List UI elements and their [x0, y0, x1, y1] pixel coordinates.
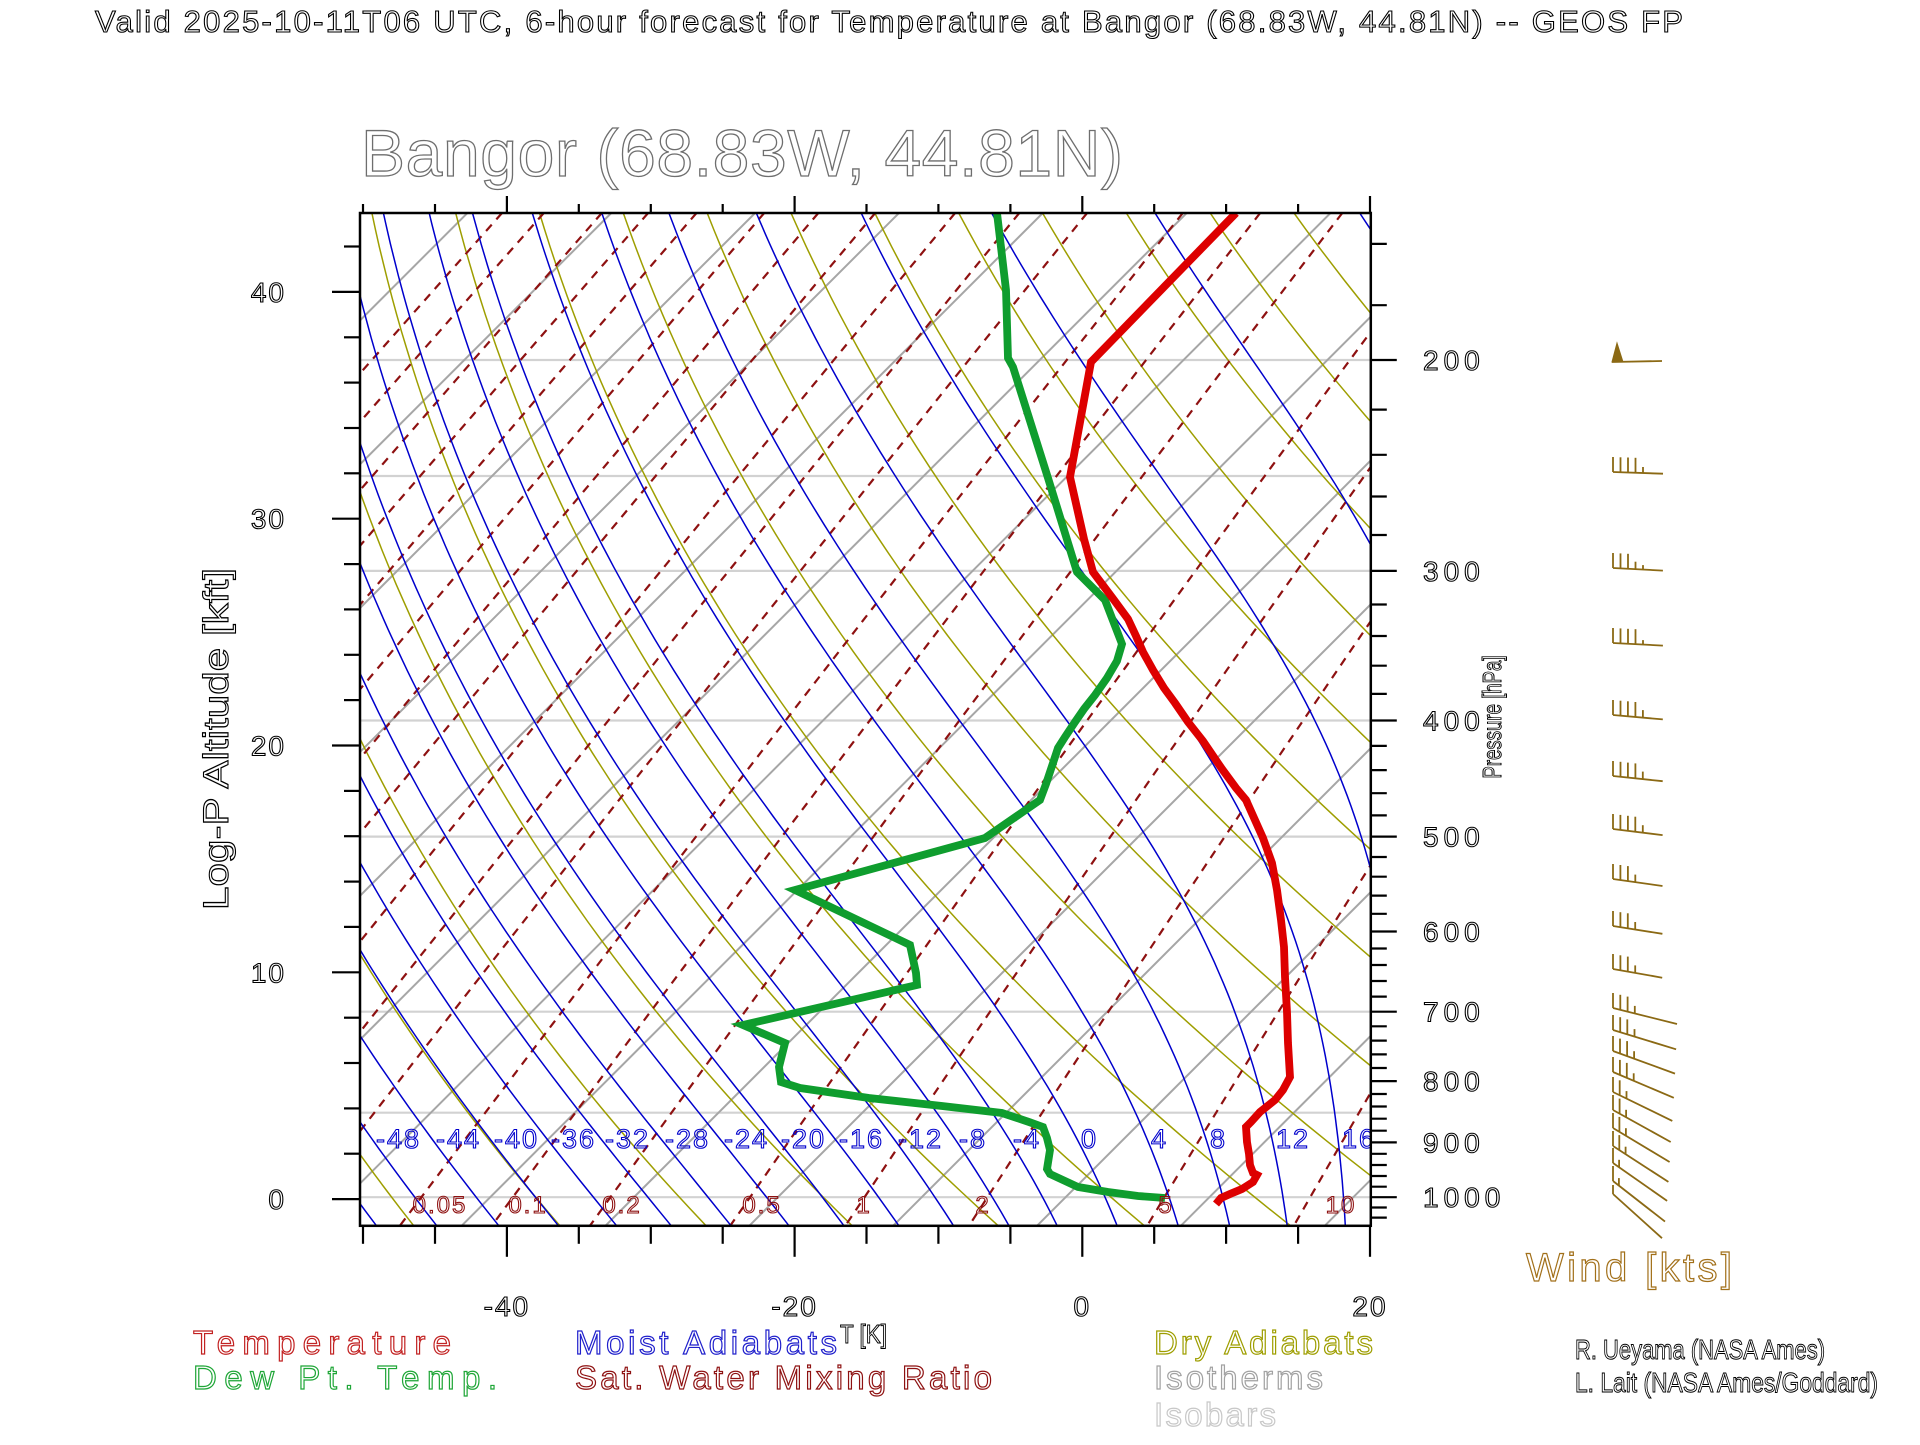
svg-text:Bangor (68.83W, 44.81N): Bangor (68.83W, 44.81N) [361, 116, 1123, 190]
svg-text:-36: -36 [551, 1124, 596, 1154]
svg-text:20: 20 [1352, 1291, 1387, 1322]
svg-text:0.05: 0.05 [413, 1192, 468, 1219]
svg-text:900: 900 [1423, 1127, 1485, 1158]
svg-text:-16: -16 [839, 1124, 884, 1154]
svg-text:Sat. Water Mixing Ratio: Sat. Water Mixing Ratio [575, 1359, 992, 1396]
svg-text:8: 8 [1210, 1124, 1227, 1154]
svg-text:-28: -28 [665, 1124, 710, 1154]
svg-text:4: 4 [1151, 1124, 1168, 1154]
svg-text:2: 2 [975, 1192, 990, 1219]
svg-text:Log-P Altitude [kft]: Log-P Altitude [kft] [197, 568, 236, 910]
svg-text:-4: -4 [1013, 1124, 1041, 1154]
svg-text:L. Lait (NASA Ames/Goddard): L. Lait (NASA Ames/Goddard) [1575, 1367, 1878, 1398]
svg-text:40: 40 [251, 277, 286, 308]
svg-text:16: 16 [1342, 1124, 1376, 1154]
svg-text:-20: -20 [781, 1124, 826, 1154]
svg-text:20: 20 [251, 731, 286, 762]
svg-text:0.2: 0.2 [602, 1192, 641, 1219]
svg-text:0.5: 0.5 [742, 1192, 781, 1219]
svg-text:-12: -12 [898, 1124, 943, 1154]
svg-text:12: 12 [1276, 1124, 1310, 1154]
svg-text:200: 200 [1423, 345, 1485, 376]
svg-text:10: 10 [251, 957, 286, 988]
svg-text:600: 600 [1423, 917, 1485, 948]
svg-text:-20: -20 [771, 1291, 817, 1322]
svg-text:0.1: 0.1 [508, 1192, 547, 1219]
svg-text:300: 300 [1423, 556, 1485, 587]
svg-text:-44: -44 [436, 1124, 481, 1154]
svg-text:T [K]: T [K] [840, 1319, 887, 1349]
svg-text:700: 700 [1423, 997, 1485, 1028]
svg-text:-40: -40 [494, 1124, 539, 1154]
svg-text:30: 30 [251, 504, 286, 535]
svg-text:Pressure [hPa]: Pressure [hPa] [1477, 656, 1507, 779]
svg-text:-48: -48 [376, 1124, 421, 1154]
svg-text:400: 400 [1423, 706, 1485, 737]
svg-text:5: 5 [1158, 1192, 1173, 1219]
svg-text:1000: 1000 [1423, 1182, 1505, 1213]
svg-text:800: 800 [1423, 1066, 1485, 1097]
svg-text:0: 0 [1081, 1124, 1098, 1154]
svg-text:-40: -40 [484, 1291, 530, 1322]
svg-text:-24: -24 [724, 1124, 769, 1154]
svg-text:Dew Pt. Temp.: Dew Pt. Temp. [193, 1359, 497, 1396]
svg-text:500: 500 [1423, 822, 1485, 853]
svg-text:-8: -8 [959, 1124, 987, 1154]
svg-text:Isobars: Isobars [1154, 1396, 1276, 1433]
svg-text:R. Ueyama (NASA Ames): R. Ueyama (NASA Ames) [1575, 1334, 1825, 1365]
svg-text:Dry Adiabats: Dry Adiabats [1154, 1324, 1373, 1361]
svg-text:Valid 2025-10-11T06 UTC, 6-hou: Valid 2025-10-11T06 UTC, 6-hour forecast… [95, 4, 1683, 39]
svg-text:-32: -32 [605, 1124, 650, 1154]
svg-text:0: 0 [1074, 1291, 1092, 1322]
svg-text:1: 1 [856, 1192, 871, 1219]
svg-text:10: 10 [1326, 1192, 1357, 1219]
svg-text:0: 0 [268, 1184, 286, 1215]
